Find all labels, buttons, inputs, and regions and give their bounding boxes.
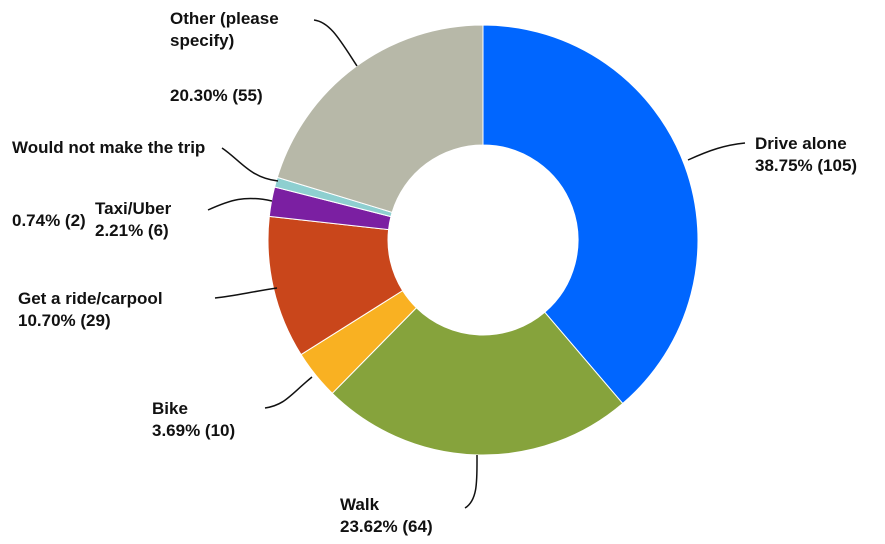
value-label: 10.70% (29) [18,311,111,330]
value-label: 38.75% (105) [755,156,858,175]
slice-label: Walk [340,495,380,514]
slice [276,24,484,213]
slice-label: Get a ride/carpool [18,289,163,308]
leader-lines [207,19,746,509]
leader-line [214,287,278,299]
leader-line [207,197,273,211]
slice-label: Bike [152,399,188,418]
leader-line [221,147,279,182]
leader-line [264,376,313,409]
value-label: 0.74% (2) [12,211,86,230]
slice [331,307,624,456]
slice-label: Drive alone [755,134,847,153]
value-label: 20.30% (55) [170,86,263,105]
leader-line [687,142,746,161]
value-label: 3.69% (10) [152,421,236,440]
value-label: 23.62% (64) [340,517,433,536]
slice-label: Taxi/Uber [95,199,172,218]
value-label: 2.21% (6) [95,221,169,240]
slice-label: Would not make the trip [12,138,206,157]
slice [482,24,699,405]
slice-label: Other (please specify) [170,9,279,50]
slices [267,24,699,456]
leader-line [313,19,358,67]
leader-line [464,454,478,509]
